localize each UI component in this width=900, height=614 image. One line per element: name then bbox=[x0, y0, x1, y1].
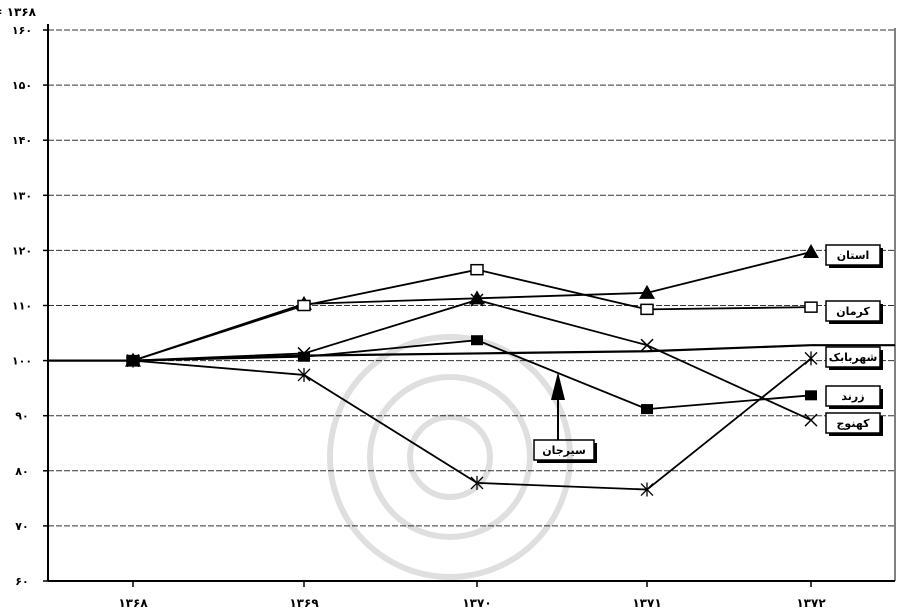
data-point bbox=[298, 351, 310, 362]
data-point bbox=[640, 482, 654, 497]
label-box bbox=[825, 412, 881, 434]
x-tick-label: ۱۳۶۸ bbox=[118, 596, 148, 610]
data-point bbox=[470, 475, 484, 490]
data-point bbox=[804, 301, 818, 313]
data-point bbox=[126, 353, 140, 368]
base-note: ۱۳۶۸ = ۱۰۰ bbox=[0, 5, 37, 19]
x-axis-ticks: ۱۳۶۸ ۱۳۶۹ ۱۳۷۰ ۱۳۷۱ ۱۳۷۲ bbox=[118, 581, 826, 610]
y-tick-label: ۱۶۰ bbox=[12, 24, 32, 37]
label-box bbox=[825, 385, 881, 407]
y-tick-label: ۱۲۰ bbox=[12, 244, 32, 257]
label-box bbox=[825, 244, 881, 266]
annotation: سیرجان bbox=[533, 372, 597, 463]
data-point bbox=[469, 290, 485, 305]
data-point bbox=[297, 299, 311, 312]
series-label: استان bbox=[837, 249, 870, 262]
axes bbox=[47, 24, 896, 582]
y-axis-ticks: ۶۰ ۷۰ ۸۰ ۹۰ ۱۰۰ ۱۱۰ ۱۲۰ ۱۳۰ ۱۴۰ ۱۵۰ ۱۶۰ bbox=[12, 24, 48, 588]
data-point bbox=[297, 367, 311, 382]
y-tick-label: ۱۳۰ bbox=[12, 189, 32, 202]
data-point bbox=[470, 293, 484, 307]
data-point bbox=[297, 346, 311, 360]
y-tick-label: ۸۰ bbox=[15, 465, 28, 478]
y-tick-label: ۱۵۰ bbox=[12, 79, 32, 92]
annotation-label: سیرجان bbox=[542, 444, 586, 457]
y-tick-label: ۱۰۰ bbox=[12, 355, 32, 368]
data-point bbox=[641, 404, 653, 415]
annotation-box bbox=[533, 439, 595, 461]
data-point bbox=[639, 284, 655, 299]
y-tick-label: ۹۰ bbox=[15, 410, 28, 423]
x-tick-label: ۱۳۷۰ bbox=[462, 596, 491, 610]
data-point bbox=[640, 338, 654, 352]
x-tick-label: ۱۳۷۲ bbox=[796, 596, 826, 610]
y-tick-label: ۱۱۰ bbox=[12, 300, 32, 313]
data-point bbox=[471, 335, 483, 346]
series-markers bbox=[125, 244, 819, 497]
x-tick-label: ۱۳۶۹ bbox=[289, 596, 319, 610]
data-point bbox=[804, 413, 818, 427]
series-label: کهنوج bbox=[837, 417, 871, 431]
annotation-arrow-head bbox=[551, 372, 565, 400]
watermark-logo bbox=[327, 334, 573, 580]
series-label: زرند bbox=[841, 390, 864, 403]
series-label: کرمان bbox=[836, 305, 870, 318]
data-point bbox=[470, 263, 484, 276]
data-point bbox=[640, 303, 654, 316]
y-tick-label: ۷۰ bbox=[15, 520, 28, 533]
grid bbox=[48, 29, 895, 527]
label-box bbox=[825, 300, 881, 322]
y-tick-label: ۱۴۰ bbox=[12, 134, 32, 147]
y-tick-label: ۶۰ bbox=[15, 575, 28, 588]
series-labels: استان کرمان شهربابک زرند کهنوج bbox=[825, 244, 883, 436]
data-point bbox=[804, 351, 818, 366]
label-box bbox=[825, 346, 881, 368]
series-label: شهربابک bbox=[829, 351, 878, 364]
data-point bbox=[805, 390, 817, 401]
x-tick-label: ۱۳۷۱ bbox=[632, 596, 661, 610]
data-point bbox=[803, 244, 819, 259]
